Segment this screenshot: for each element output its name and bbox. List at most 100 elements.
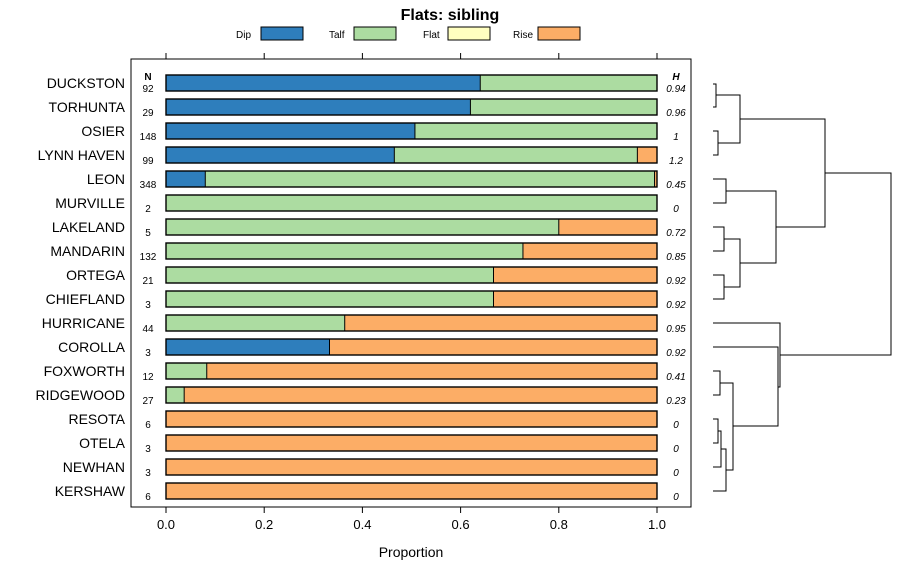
row-label: FOXWORTH bbox=[44, 363, 125, 379]
h-value: 0.95 bbox=[666, 324, 686, 335]
row-label: TORHUNTA bbox=[49, 99, 126, 115]
row-label: NEWHAN bbox=[63, 459, 125, 475]
n-value: 27 bbox=[142, 396, 154, 407]
bar-segment-talf bbox=[166, 267, 494, 283]
n-value: 92 bbox=[142, 84, 154, 95]
dendro-link bbox=[713, 274, 725, 300]
bar-outline bbox=[165, 242, 658, 260]
bar-segment-talf bbox=[480, 75, 657, 91]
x-axis-label: Proportion bbox=[379, 544, 444, 560]
n-value: 6 bbox=[145, 420, 151, 431]
bar-outline bbox=[165, 314, 658, 332]
bar-segment-rise bbox=[166, 459, 657, 475]
dendro-link bbox=[713, 430, 722, 468]
bar-outline bbox=[165, 434, 658, 452]
legend-label-flat: Flat bbox=[423, 30, 440, 41]
dendro-link bbox=[740, 118, 826, 228]
legend-label-dip: Dip bbox=[236, 30, 251, 41]
chart-title: Flats: sibling bbox=[401, 7, 500, 24]
dendrogram bbox=[713, 83, 892, 492]
legend-swatch-talf bbox=[353, 26, 397, 41]
dendro-link bbox=[713, 418, 719, 444]
n-value: 2 bbox=[145, 204, 151, 215]
n-column-header: N bbox=[144, 72, 151, 83]
row-label: LAKELAND bbox=[52, 219, 125, 235]
bar-segment-rise bbox=[166, 411, 657, 427]
n-value: 6 bbox=[145, 492, 151, 503]
x-tick-label: 1.0 bbox=[648, 517, 666, 532]
x-tick-label: 0.4 bbox=[353, 517, 371, 532]
h-value: 0 bbox=[673, 204, 679, 215]
bar-segment-rise bbox=[493, 291, 657, 307]
dendro-link bbox=[713, 130, 719, 156]
n-value: 12 bbox=[142, 372, 154, 383]
row-label: OSIER bbox=[81, 123, 125, 139]
n-value: 3 bbox=[145, 348, 151, 359]
bar-outline bbox=[165, 410, 658, 428]
h-value: 0 bbox=[673, 468, 679, 479]
dendro-link bbox=[713, 448, 727, 492]
row-label: ORTEGA bbox=[66, 267, 126, 283]
n-value: 29 bbox=[142, 108, 154, 119]
bar-segment-talf bbox=[205, 171, 655, 187]
bar-segment-rise bbox=[206, 363, 658, 379]
n-value: 132 bbox=[140, 252, 157, 263]
n-value: 99 bbox=[142, 156, 154, 167]
h-value: 0 bbox=[673, 492, 679, 503]
row-label: MANDARIN bbox=[50, 243, 125, 259]
dendro-link bbox=[780, 172, 892, 356]
legend-swatch-rise bbox=[537, 26, 581, 41]
h-value: 0 bbox=[673, 420, 679, 431]
x-tick-label: 0.0 bbox=[157, 517, 175, 532]
plot-frame bbox=[130, 58, 692, 508]
h-value: 0.45 bbox=[666, 180, 686, 191]
bars-group bbox=[165, 74, 658, 500]
bar-segment-rise bbox=[166, 483, 657, 499]
dendro-link bbox=[724, 238, 741, 288]
bar-outline bbox=[165, 74, 658, 92]
h-value: 0.92 bbox=[666, 348, 686, 359]
n-value: 3 bbox=[145, 444, 151, 455]
bar-segment-talf bbox=[166, 243, 523, 259]
legend: Dip Talf Flat Rise bbox=[236, 26, 581, 41]
row-label: HURRICANE bbox=[42, 315, 125, 331]
h-value: 0 bbox=[673, 444, 679, 455]
bar-segment-rise bbox=[558, 219, 657, 235]
n-value: 3 bbox=[145, 300, 151, 311]
x-tick-label: 0.2 bbox=[255, 517, 273, 532]
dendro-link bbox=[713, 226, 725, 252]
bar-segment-dip bbox=[166, 147, 395, 163]
x-tick-label: 0.6 bbox=[452, 517, 470, 532]
row-label: MURVILLE bbox=[55, 195, 125, 211]
row-label: KERSHAW bbox=[55, 483, 126, 499]
bar-segment-talf bbox=[166, 387, 185, 403]
bar-segment-dip bbox=[166, 339, 330, 355]
bar-segment-talf bbox=[166, 291, 494, 307]
bar-outline bbox=[165, 98, 658, 116]
h-value: 0.96 bbox=[666, 108, 686, 119]
bar-segment-rise bbox=[522, 243, 657, 259]
bar-outline bbox=[165, 482, 658, 500]
bar-outline bbox=[165, 170, 658, 188]
bar-segment-rise bbox=[493, 267, 657, 283]
bar-segment-talf bbox=[166, 363, 207, 379]
legend-label-talf: Talf bbox=[329, 30, 345, 41]
bar-segment-dip bbox=[166, 75, 481, 91]
bar-segment-dip bbox=[166, 171, 206, 187]
row-label: LYNN HAVEN bbox=[38, 147, 125, 163]
bar-outline bbox=[165, 146, 658, 164]
x-axis: 0.0 0.2 0.4 0.6 0.8 1.0 bbox=[157, 53, 666, 532]
bar-segment-talf bbox=[394, 147, 638, 163]
bar-outline bbox=[165, 458, 658, 476]
h-value: 0.92 bbox=[666, 276, 686, 287]
n-value: 5 bbox=[145, 228, 151, 239]
row-label: RIDGEWOOD bbox=[36, 387, 125, 403]
bar-segment-rise bbox=[166, 435, 657, 451]
dendro-link bbox=[726, 190, 777, 264]
bar-segment-dip bbox=[166, 123, 415, 139]
legend-swatch-flat bbox=[447, 26, 491, 41]
h-value: 0.72 bbox=[666, 228, 686, 239]
bar-outline bbox=[165, 338, 658, 356]
bar-segment-talf bbox=[166, 315, 345, 331]
